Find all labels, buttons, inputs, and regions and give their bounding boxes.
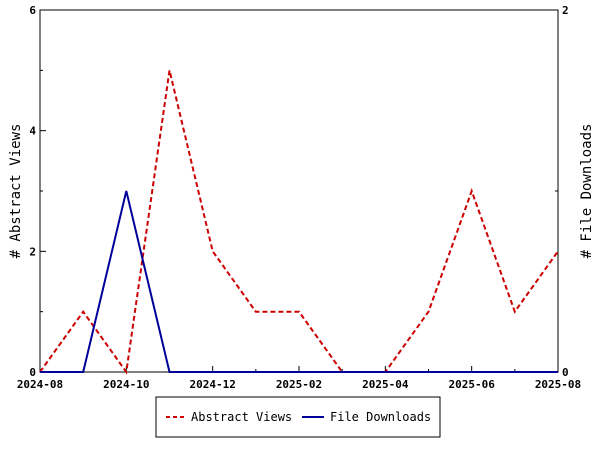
series-line-file-downloads <box>40 190 558 373</box>
y-left-tick-label: 4 <box>29 125 36 138</box>
series-line-abstract-views <box>39 70 559 375</box>
legend: Abstract Views File Downloads <box>155 396 441 438</box>
legend-label-file-downloads: File Downloads <box>330 410 431 424</box>
y-right-tick-label: 2 <box>562 4 569 17</box>
y-left-tick-label: 2 <box>29 245 36 258</box>
x-tick-label: 2025-06 <box>448 378 495 391</box>
legend-label-abstract-views: Abstract Views <box>191 410 292 424</box>
x-tick-label: 2024-08 <box>17 378 63 391</box>
x-tick-label: 2024-12 <box>189 378 235 391</box>
y-axis-left-title: # Abstract Views <box>8 124 24 259</box>
series-layer <box>39 70 559 375</box>
x-tick-label: 2025-08 <box>535 378 581 391</box>
x-tick-label: 2025-04 <box>362 378 409 391</box>
legend-box <box>155 396 441 438</box>
y-right-tick-label: 0 <box>562 366 569 379</box>
y-left-tick-label: 6 <box>29 4 36 17</box>
x-tick-label: 2024-10 <box>103 378 149 391</box>
y-left-tick-label: 0 <box>29 366 36 379</box>
x-tick-label: 2025-02 <box>276 378 322 391</box>
y-axis-right-title: # File Downloads <box>579 124 595 259</box>
